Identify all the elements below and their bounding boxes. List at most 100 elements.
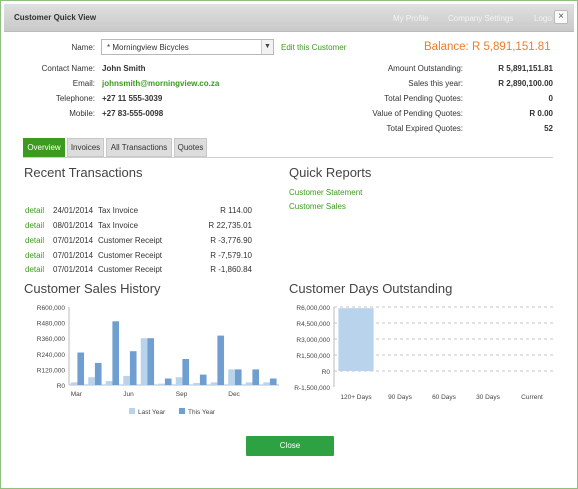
x-tick-label: Dec xyxy=(228,391,240,398)
customer-sales-link[interactable]: Customer Sales xyxy=(289,202,346,211)
name-label: Name: xyxy=(71,43,95,52)
transaction-amount: R -7,579.10 xyxy=(210,251,252,260)
sales-history-title: Customer Sales History xyxy=(24,281,161,296)
x-tick-label: 90 Days xyxy=(388,394,413,401)
x-tick-label: Current xyxy=(521,394,543,401)
sales-history-chart: R0 R120,000 R240,000 R360,000 R480,000 R600,0… xyxy=(37,305,279,416)
summary-value: R 0.00 xyxy=(529,109,553,118)
customer-select[interactable]: * Morningview Bicycles ▼ xyxy=(101,39,274,55)
tab-invoices[interactable]: Invoices xyxy=(67,138,104,157)
bar xyxy=(228,369,235,385)
bar xyxy=(199,374,207,385)
summary-value: R 2,890,100.00 xyxy=(498,79,553,88)
y-tick-label: R-1,500,000 xyxy=(294,385,330,392)
dialog-title: Customer Quick View xyxy=(14,13,97,22)
bar xyxy=(252,369,260,385)
x-tick-label: Sep xyxy=(176,391,188,398)
detail-link[interactable]: detail xyxy=(25,221,45,230)
bar xyxy=(217,335,225,385)
transaction-type: Customer Receipt xyxy=(98,265,163,274)
transaction-type: Customer Receipt xyxy=(98,251,163,260)
bar xyxy=(193,383,200,385)
contact-value: John Smith xyxy=(102,64,146,73)
bar xyxy=(263,382,270,385)
transaction-date: 24/01/2014 xyxy=(53,206,94,215)
y-tick-label: R6,000,000 xyxy=(296,305,330,312)
y-tick-label: R120,000 xyxy=(37,367,66,374)
bar xyxy=(182,359,190,385)
y-tick-label: R360,000 xyxy=(37,336,66,343)
tab-all-transactions[interactable]: All Transactions xyxy=(106,138,172,157)
summary-value: 52 xyxy=(544,124,553,133)
chevron-down-icon[interactable]: ▼ xyxy=(261,40,273,54)
contact-label: Contact Name: xyxy=(41,64,95,73)
x-tick-label: 120+ Days xyxy=(340,394,372,401)
legend-label: Last Year xyxy=(138,409,166,416)
transaction-amount: R 22,735.01 xyxy=(208,221,252,230)
detail-link[interactable]: detail xyxy=(25,236,45,245)
legend-swatch xyxy=(129,408,135,414)
bar xyxy=(77,352,85,385)
quick-reports-heading: Quick Reports xyxy=(289,165,372,180)
edit-customer-link[interactable]: Edit this Customer xyxy=(281,43,347,52)
transaction-date: 07/01/2014 xyxy=(53,236,94,245)
summary-label: Value of Pending Quotes: xyxy=(372,109,463,118)
detail-link[interactable]: detail xyxy=(25,265,45,274)
y-tick-label: R0 xyxy=(322,369,331,376)
detail-link[interactable]: detail xyxy=(25,206,45,215)
detail-link[interactable]: detail xyxy=(25,251,45,260)
bar xyxy=(94,362,102,385)
bar xyxy=(164,378,172,385)
bar xyxy=(269,378,277,385)
balance-text: Balance: R 5,891,151.81 xyxy=(424,41,551,53)
x-tick-label: 60 Days xyxy=(432,394,457,401)
transaction-type: Tax Invoice xyxy=(98,206,139,215)
close-icon[interactable]: × xyxy=(554,10,568,24)
bar xyxy=(88,377,95,385)
y-tick-label: R4,500,000 xyxy=(296,321,330,328)
x-tick-label: Jun xyxy=(123,391,134,398)
transaction-date: 08/01/2014 xyxy=(53,221,94,230)
summary-label: Total Pending Quotes: xyxy=(384,94,463,103)
tab-quotes[interactable]: Quotes xyxy=(174,138,207,157)
transaction-amount: R -3,776.90 xyxy=(210,236,252,245)
y-tick-label: R480,000 xyxy=(37,321,66,328)
summary-value: R 5,891,151.81 xyxy=(498,64,553,73)
customer-select-value: * Morningview Bicycles xyxy=(107,43,189,52)
transaction-type: Tax Invoice xyxy=(98,221,139,230)
telephone-value: +27 11 555-3039 xyxy=(102,94,163,103)
bg-link-company-settings: Company Settings xyxy=(448,14,514,23)
transaction-date: 07/01/2014 xyxy=(53,251,94,260)
y-tick-label: R3,000,000 xyxy=(296,337,330,344)
summary-label: Sales this year: xyxy=(408,79,463,88)
bar xyxy=(105,381,113,385)
telephone-label: Telephone: xyxy=(55,94,95,103)
bar xyxy=(338,308,374,371)
bar xyxy=(129,351,137,385)
bar xyxy=(210,382,218,385)
legend-swatch xyxy=(179,408,185,414)
tab-divider xyxy=(23,157,553,158)
bar xyxy=(175,377,183,385)
summary-label: Amount Outstanding: xyxy=(387,64,463,73)
tab-overview[interactable]: Overview xyxy=(23,138,65,157)
bar xyxy=(158,383,165,385)
customer-statement-link[interactable]: Customer Statement xyxy=(289,188,363,197)
bar xyxy=(140,338,148,385)
y-tick-label: R0 xyxy=(57,383,66,390)
days-outstanding-title: Customer Days Outstanding xyxy=(289,281,453,296)
x-tick-label: Mar xyxy=(71,391,83,398)
email-link[interactable]: johnsmith@morningview.co.za xyxy=(102,79,220,88)
bar xyxy=(147,338,155,385)
mobile-value: +27 83-555-0098 xyxy=(102,109,164,118)
mobile-label: Mobile: xyxy=(69,109,95,118)
transaction-amount: R -1,860.84 xyxy=(210,265,252,274)
summary-value: 0 xyxy=(548,94,553,103)
transaction-type: Customer Receipt xyxy=(98,236,163,245)
close-button[interactable]: Close xyxy=(246,436,334,456)
bar xyxy=(112,321,120,385)
days-outstanding-chart: R-1,500,000 R0 R1,500,000 R3,000,000 R4,500,… xyxy=(294,305,554,401)
dialog-titlebar: Customer Quick View My Profile Company S… xyxy=(4,4,574,32)
x-tick-label: 30 Days xyxy=(476,394,501,401)
